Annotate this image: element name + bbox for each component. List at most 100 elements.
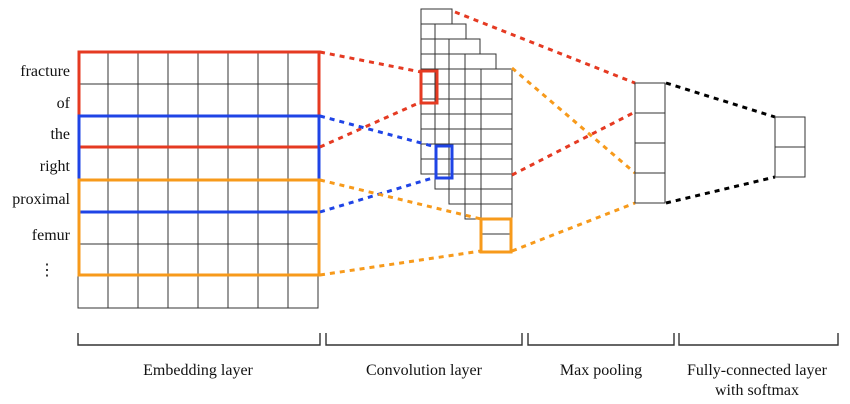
embedding-cell xyxy=(167,211,199,245)
word-label: fracture xyxy=(20,63,70,80)
embedding-cell xyxy=(137,243,169,277)
embedding-cell xyxy=(227,243,259,277)
stage-bracket xyxy=(77,333,321,346)
dashed-connection xyxy=(319,178,482,221)
embedding-cell xyxy=(227,147,259,181)
embedding-cell xyxy=(137,147,169,181)
embedding-cell xyxy=(287,275,319,309)
embedding-cell xyxy=(77,179,109,213)
dashed-connection xyxy=(319,175,437,214)
embedding-cell xyxy=(287,211,319,245)
word-label: of xyxy=(57,95,71,112)
output-cell xyxy=(774,146,806,178)
embedding-cell xyxy=(227,83,259,117)
stage-bracket xyxy=(325,333,523,346)
embedding-cell xyxy=(167,51,199,85)
embedding-cell xyxy=(107,147,139,181)
embedding-cell xyxy=(257,115,289,149)
embedding-cell xyxy=(197,243,229,277)
embedding-cell xyxy=(257,83,289,117)
embedding-cell xyxy=(257,51,289,85)
embedding-cell xyxy=(257,211,289,245)
embedding-cell xyxy=(257,275,289,309)
pooled-cell xyxy=(634,82,666,114)
filter-output-orange xyxy=(479,217,513,254)
embedding-cell xyxy=(107,51,139,85)
embedding-cell xyxy=(197,179,229,213)
embedding-matrix xyxy=(77,50,321,309)
embedding-cell xyxy=(77,115,109,149)
embedding-cell xyxy=(77,243,109,277)
word-label: ⋮ xyxy=(39,262,55,279)
embedding-cell xyxy=(107,243,139,277)
embedding-cell xyxy=(287,147,319,181)
pooled-cell xyxy=(634,142,666,174)
word-label: right xyxy=(40,158,71,175)
embedding-cell xyxy=(107,115,139,149)
dashed-connection xyxy=(665,175,776,205)
embedding-cell xyxy=(77,147,109,181)
filter-output-blue xyxy=(434,144,454,180)
filter-output-red xyxy=(419,69,439,105)
stage-label-fully-connected-line2: with softmax xyxy=(715,382,799,399)
dashed-connection xyxy=(319,50,422,74)
embedding-cell xyxy=(197,115,229,149)
output-cell xyxy=(774,116,806,148)
embedding-window-blue xyxy=(77,114,321,214)
embedding-cell xyxy=(227,275,259,309)
word-labels: fracture of the right proximal femur ⋮ xyxy=(12,63,70,279)
embedding-cell xyxy=(197,275,229,309)
embedding-cell xyxy=(287,83,319,117)
connection-lines xyxy=(319,10,776,277)
stage-brackets xyxy=(77,333,839,346)
embedding-cell xyxy=(137,83,169,117)
dashed-connection xyxy=(454,10,636,85)
word-label: proximal xyxy=(12,191,70,208)
dashed-connection xyxy=(665,81,776,119)
embedding-cell xyxy=(227,51,259,85)
stage-bracket xyxy=(678,333,839,346)
convolution-feature-maps xyxy=(420,8,513,235)
embedding-cell xyxy=(197,147,229,181)
embedding-cell xyxy=(227,211,259,245)
dashed-connection xyxy=(511,201,636,253)
embedding-cell xyxy=(137,51,169,85)
embedding-cell xyxy=(137,115,169,149)
embedding-cell xyxy=(257,243,289,277)
embedding-window-orange xyxy=(77,178,321,277)
embedding-cell xyxy=(137,211,169,245)
pooled-cell xyxy=(634,172,666,204)
embedding-cell xyxy=(257,179,289,213)
dashed-connection xyxy=(511,66,636,175)
dashed-connection xyxy=(319,114,437,149)
stage-label-fully-connected: Fully-connected layer xyxy=(687,362,828,379)
stage-label-embedding: Embedding layer xyxy=(143,362,253,379)
embedding-cell xyxy=(167,243,199,277)
embedding-cell xyxy=(167,83,199,117)
embedding-cell xyxy=(137,275,169,309)
embedding-cell xyxy=(167,115,199,149)
embedding-cell xyxy=(287,179,319,213)
pooled-cell xyxy=(634,112,666,144)
embedding-cell xyxy=(167,275,199,309)
embedding-cell xyxy=(77,51,109,85)
stage-label-max-pooling: Max pooling xyxy=(560,362,642,379)
embedding-cell xyxy=(107,211,139,245)
fully-connected-output xyxy=(774,116,806,178)
dashed-connection xyxy=(319,249,482,277)
dashed-connection xyxy=(511,110,636,177)
embedding-cell xyxy=(107,179,139,213)
embedding-cell xyxy=(107,83,139,117)
dashed-connection xyxy=(319,100,422,149)
embedding-cell xyxy=(287,243,319,277)
embedding-cell xyxy=(257,147,289,181)
embedding-cell xyxy=(107,275,139,309)
word-label: the xyxy=(50,126,70,143)
embedding-cell xyxy=(167,147,199,181)
embedding-cell xyxy=(227,179,259,213)
embedding-cell xyxy=(287,51,319,85)
embedding-cell xyxy=(77,83,109,117)
embedding-cell xyxy=(287,115,319,149)
